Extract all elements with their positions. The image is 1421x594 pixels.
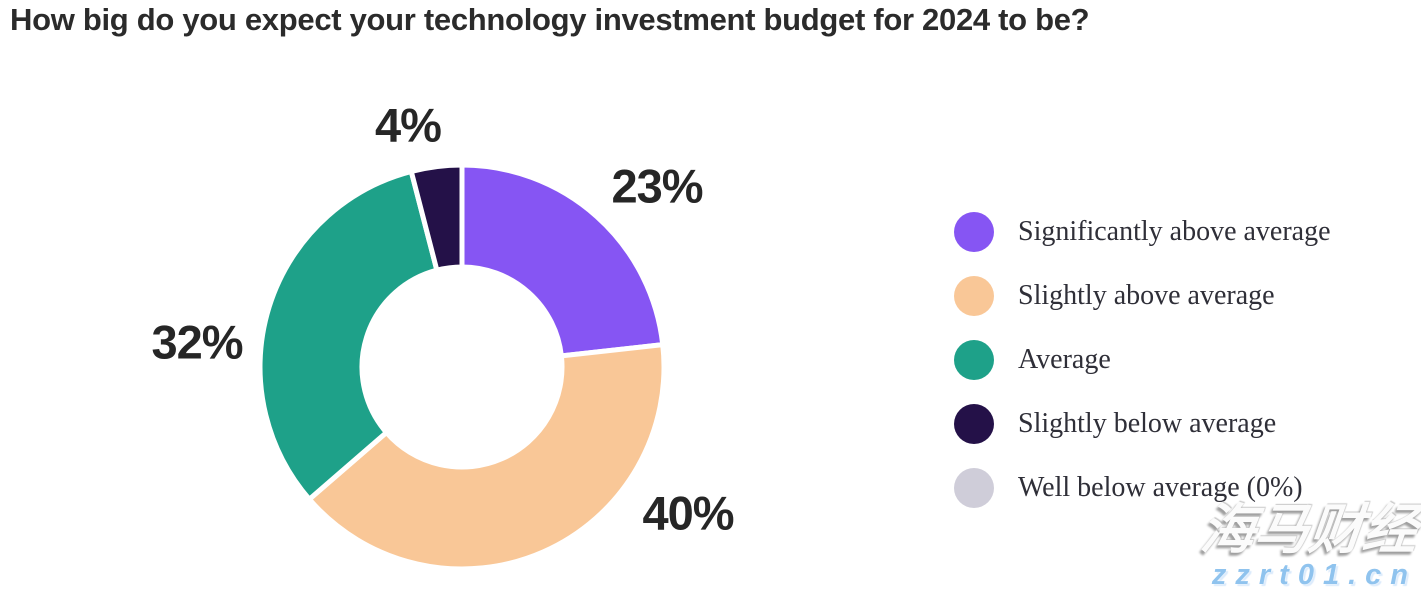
legend-swatch-icon (954, 468, 994, 508)
legend-item-4: Well below average (0%) (954, 468, 1331, 508)
donut-slice-1 (305, 341, 667, 572)
donut-slice-2 (257, 168, 440, 503)
slice-value-label-1: 40% (642, 486, 734, 540)
donut-slice-0 (459, 162, 666, 359)
donut-slice-3 (408, 162, 465, 274)
legend-swatch-icon (954, 340, 994, 380)
chart-legend: Significantly above average Slightly abov… (954, 212, 1331, 532)
legend-swatch-icon (954, 404, 994, 444)
legend-item-0: Significantly above average (954, 212, 1331, 252)
legend-item-label: Well below average (0%) (1018, 472, 1303, 503)
legend-item-label: Average (1018, 344, 1111, 375)
legend-swatch-icon (954, 212, 994, 252)
legend-item-label: Slightly above average (1018, 280, 1275, 311)
legend-item-label: Slightly below average (1018, 408, 1277, 439)
slice-value-label-0: 23% (611, 159, 703, 213)
slice-value-label-2: 32% (151, 315, 243, 369)
legend-item-3: Slightly below average (954, 404, 1331, 444)
legend-item-2: Average (954, 340, 1331, 380)
chart-title: How big do you expect your technology in… (10, 2, 1090, 37)
legend-item-1: Slightly above average (954, 276, 1331, 316)
legend-item-label: Significantly above average (1018, 216, 1331, 247)
slice-value-label-3: 4% (375, 98, 442, 152)
legend-swatch-icon (954, 276, 994, 316)
